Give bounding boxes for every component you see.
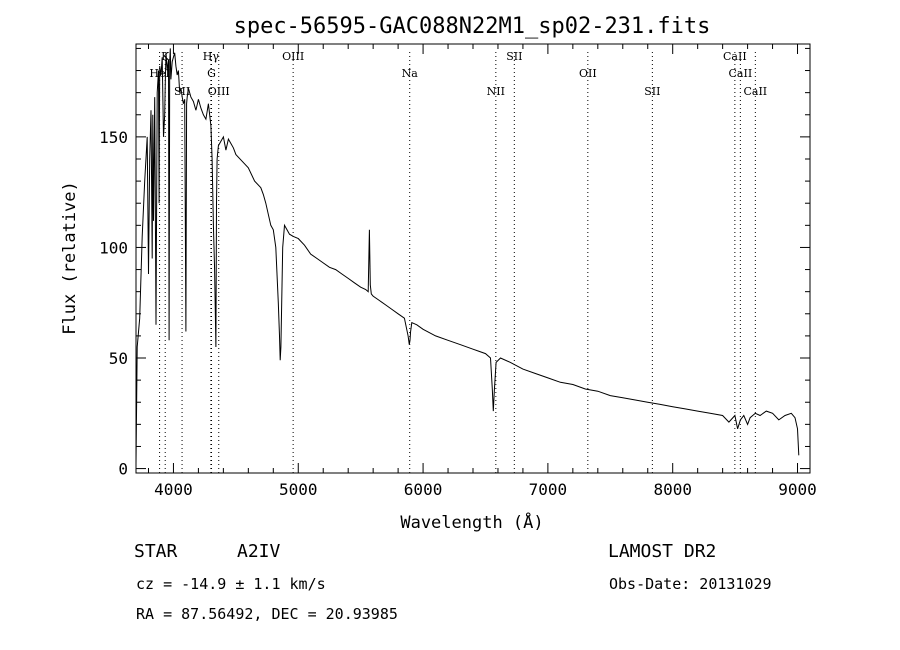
- line-marker-label: Na: [402, 67, 419, 80]
- y-tick-label: 100: [99, 238, 128, 257]
- x-axis-label: Wavelength (Å): [400, 511, 543, 533]
- x-axis-ticks: 4000 5000 6000 7000 8000 9000: [147, 44, 817, 499]
- line-marker-label: G: [207, 67, 216, 80]
- line-marker-label: CaII: [729, 67, 753, 80]
- line-marker-label: CaII: [723, 50, 747, 63]
- y-tick-label: 0: [118, 460, 128, 479]
- plot-frame: [135, 43, 811, 474]
- plot-area-border: [135, 43, 811, 474]
- x-tick-label: 9000: [778, 480, 817, 499]
- object-subclass: A2IV: [237, 541, 281, 562]
- y-tick-label: 150: [99, 128, 128, 147]
- spectrum-info: STAR A2IV LAMOST DR2 cz = -14.9 ± 1.1 km…: [134, 541, 772, 623]
- chart-title: spec-56595-GAC088N22M1_sp02-231.fits: [234, 14, 711, 39]
- x-tick-label: 8000: [653, 480, 692, 499]
- line-marker-label: Hγ: [203, 50, 220, 63]
- line-marker-label: OIII: [282, 50, 304, 63]
- line-marker-label: OII: [579, 67, 597, 80]
- line-marker-label: OIII: [208, 85, 230, 98]
- spectrum-series-line: [135, 48, 800, 465]
- emission-line-labels: KHeISIIHγGOIIIOIIINaNIISIIOIISIICaIICaII…: [149, 50, 767, 98]
- x-tick-label: 4000: [154, 480, 193, 499]
- x-tick-label: 7000: [529, 480, 568, 499]
- line-marker-label: SII: [506, 50, 522, 63]
- y-axis-ticks: 0 50 100 150: [99, 47, 810, 479]
- line-marker-label: SII: [644, 85, 660, 98]
- line-marker-label: NII: [487, 85, 505, 98]
- y-tick-label: 50: [109, 349, 128, 368]
- emission-line-markers: [159, 52, 756, 473]
- survey-name: LAMOST DR2: [608, 541, 716, 562]
- x-tick-label: 5000: [279, 480, 318, 499]
- y-axis-label: Flux (relative): [60, 181, 80, 335]
- line-marker-label: CaII: [743, 85, 767, 98]
- observation-date: Obs-Date: 20131029: [609, 575, 772, 593]
- x-tick-label: 6000: [404, 480, 443, 499]
- redshift-text: cz = -14.9 ± 1.1 km/s: [136, 575, 326, 593]
- line-marker-label: SII: [174, 85, 190, 98]
- coordinates-text: RA = 87.56492, DEC = 20.93985: [136, 605, 398, 623]
- object-class: STAR: [134, 541, 178, 562]
